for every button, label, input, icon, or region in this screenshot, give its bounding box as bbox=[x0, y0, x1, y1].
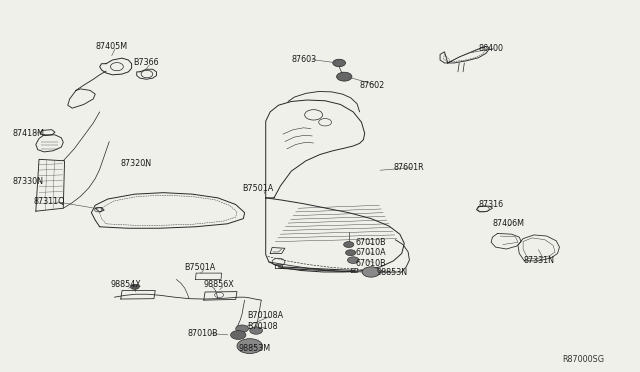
Text: 87603: 87603 bbox=[292, 55, 317, 64]
Text: 98856X: 98856X bbox=[204, 280, 234, 289]
Text: 67010B: 67010B bbox=[355, 259, 386, 267]
Text: 98853M: 98853M bbox=[238, 344, 270, 353]
Text: B70108: B70108 bbox=[247, 321, 278, 331]
Circle shape bbox=[348, 257, 359, 263]
Circle shape bbox=[346, 250, 356, 256]
Text: 87601R: 87601R bbox=[394, 163, 424, 172]
Circle shape bbox=[250, 327, 262, 334]
Circle shape bbox=[337, 72, 352, 81]
Text: 87418M: 87418M bbox=[12, 129, 44, 138]
Text: B7501A: B7501A bbox=[242, 185, 273, 193]
Text: B7366: B7366 bbox=[134, 58, 159, 67]
Text: 98853N: 98853N bbox=[376, 268, 407, 277]
Text: 87406M: 87406M bbox=[492, 219, 524, 228]
Text: 87602: 87602 bbox=[360, 81, 385, 90]
Text: B70108A: B70108A bbox=[247, 311, 284, 320]
Text: 87311Q: 87311Q bbox=[34, 197, 65, 206]
Text: R87000SG: R87000SG bbox=[563, 355, 605, 364]
Circle shape bbox=[362, 267, 380, 277]
Circle shape bbox=[236, 325, 248, 333]
Text: 87405M: 87405M bbox=[95, 42, 127, 51]
Circle shape bbox=[237, 339, 262, 353]
Text: 67010A: 67010A bbox=[355, 248, 386, 257]
Text: B7501A: B7501A bbox=[184, 263, 216, 272]
Text: 87331N: 87331N bbox=[523, 256, 554, 264]
Text: 86400: 86400 bbox=[478, 44, 504, 52]
Text: 67010B: 67010B bbox=[355, 238, 386, 247]
Circle shape bbox=[333, 59, 346, 67]
Circle shape bbox=[131, 284, 140, 289]
Text: 98854X: 98854X bbox=[111, 280, 141, 289]
Circle shape bbox=[230, 331, 246, 339]
Text: 87320N: 87320N bbox=[121, 158, 152, 167]
Text: 87330N: 87330N bbox=[12, 177, 43, 186]
Circle shape bbox=[344, 241, 354, 247]
Text: 87316: 87316 bbox=[478, 200, 504, 209]
Text: 87010B: 87010B bbox=[187, 329, 218, 338]
